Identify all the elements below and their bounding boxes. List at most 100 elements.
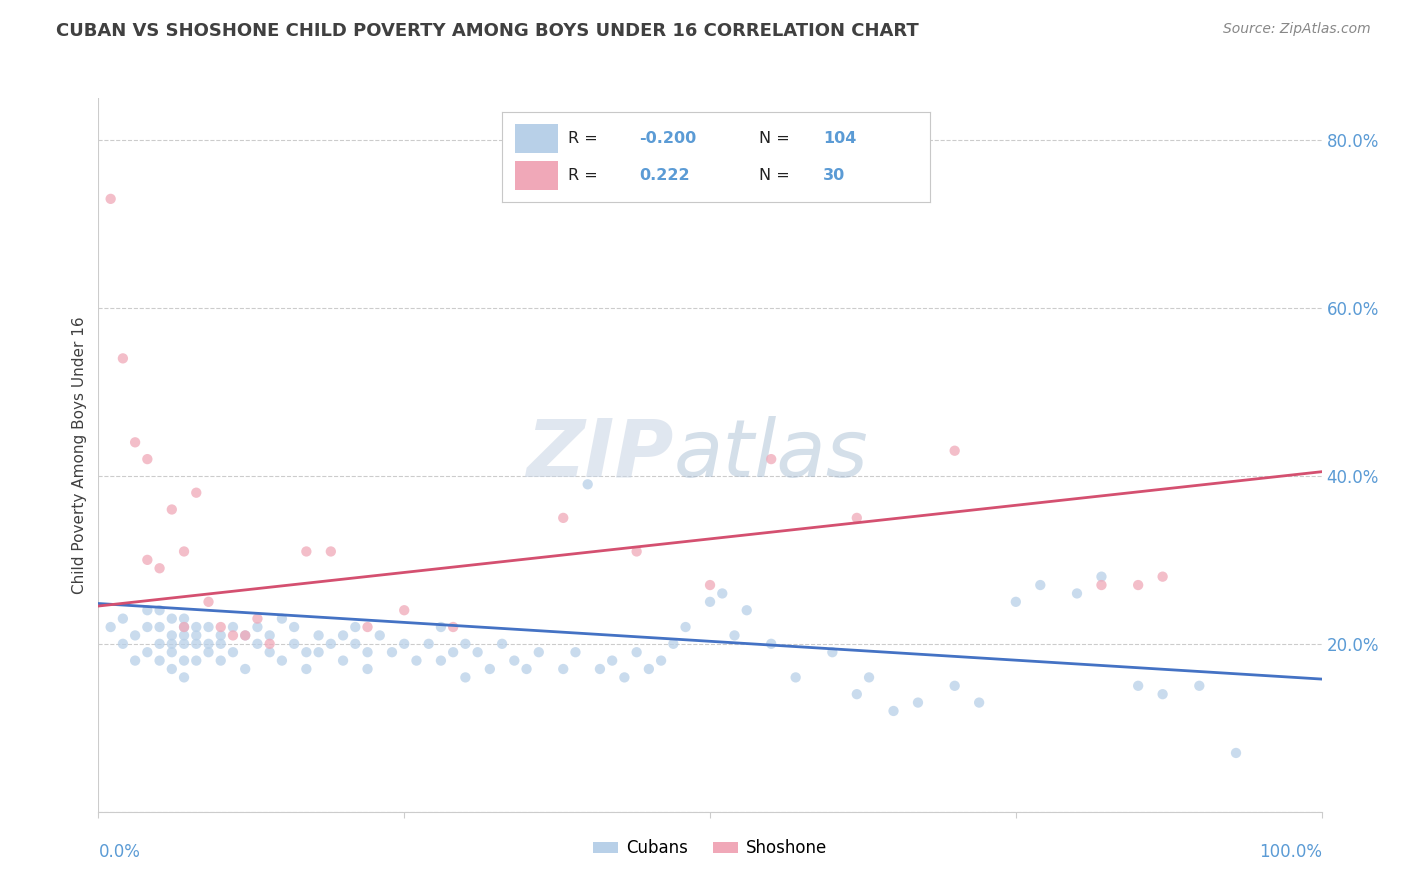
Point [589, 662, 612, 676]
Point [160, 612, 183, 626]
Point [246, 612, 269, 626]
Point [430, 620, 453, 634]
Point [441, 645, 464, 659]
Point [553, 511, 575, 525]
Text: 0.0%: 0.0% [98, 843, 141, 861]
Point [233, 662, 256, 676]
Point [149, 561, 172, 575]
Point [246, 620, 269, 634]
Point [283, 620, 305, 634]
Point [478, 662, 501, 676]
Point [186, 628, 208, 642]
Point [454, 670, 477, 684]
Point [136, 452, 159, 467]
Point [344, 637, 367, 651]
Point [907, 696, 929, 710]
Point [295, 544, 318, 558]
Point [197, 637, 219, 651]
Point [553, 662, 575, 676]
Point [650, 654, 672, 668]
Point [1090, 578, 1112, 592]
Point [883, 704, 905, 718]
Point [1152, 687, 1174, 701]
Point [270, 612, 294, 626]
Point [1128, 578, 1150, 592]
Point [761, 637, 783, 651]
Point [564, 645, 586, 659]
Point [699, 578, 721, 592]
Point [136, 645, 159, 659]
Point [149, 620, 172, 634]
Point [735, 603, 758, 617]
Point [785, 670, 807, 684]
Point [283, 637, 305, 651]
Point [209, 637, 232, 651]
Point [344, 620, 367, 634]
Point [173, 620, 195, 634]
Point [576, 477, 599, 491]
Point [392, 637, 416, 651]
Point [186, 620, 208, 634]
Point [259, 628, 281, 642]
Point [1090, 569, 1112, 583]
Point [124, 435, 146, 450]
Text: CUBAN VS SHOSHONE CHILD POVERTY AMONG BOYS UNDER 16 CORRELATION CHART: CUBAN VS SHOSHONE CHILD POVERTY AMONG BO… [56, 22, 920, 40]
Text: 100.0%: 100.0% [1258, 843, 1322, 861]
Point [1004, 595, 1026, 609]
Point [149, 637, 172, 651]
Point [209, 620, 232, 634]
Point [319, 637, 342, 651]
Point [356, 662, 378, 676]
Point [124, 654, 146, 668]
Point [246, 637, 269, 651]
Point [503, 654, 526, 668]
Text: ZIP: ZIP [526, 416, 673, 494]
Point [295, 645, 318, 659]
Point [491, 637, 513, 651]
Point [173, 654, 195, 668]
Point [197, 620, 219, 634]
Point [943, 679, 966, 693]
Point [467, 645, 489, 659]
Point [699, 595, 721, 609]
Point [418, 637, 440, 651]
Point [233, 628, 256, 642]
Point [209, 654, 232, 668]
Point [100, 620, 122, 634]
Point [711, 586, 734, 600]
Point [845, 511, 868, 525]
Point [270, 654, 294, 668]
Point [308, 645, 330, 659]
Point [308, 628, 330, 642]
Point [858, 670, 880, 684]
Point [173, 637, 195, 651]
Point [381, 645, 404, 659]
Point [233, 628, 256, 642]
Text: Source: ZipAtlas.com: Source: ZipAtlas.com [1223, 22, 1371, 37]
Point [136, 553, 159, 567]
Point [259, 645, 281, 659]
Point [1029, 578, 1052, 592]
Point [368, 628, 391, 642]
Point [209, 628, 232, 642]
Point [845, 687, 868, 701]
Point [111, 351, 134, 366]
Point [613, 670, 636, 684]
Point [149, 654, 172, 668]
Point [173, 544, 195, 558]
Point [100, 192, 122, 206]
Point [160, 637, 183, 651]
Point [675, 620, 697, 634]
Point [454, 637, 477, 651]
Point [186, 654, 208, 668]
Point [332, 628, 354, 642]
Point [319, 544, 342, 558]
Point [295, 662, 318, 676]
Point [761, 452, 783, 467]
Point [136, 620, 159, 634]
Point [173, 670, 195, 684]
Point [967, 696, 990, 710]
Point [356, 645, 378, 659]
Point [723, 628, 745, 642]
Point [160, 502, 183, 516]
